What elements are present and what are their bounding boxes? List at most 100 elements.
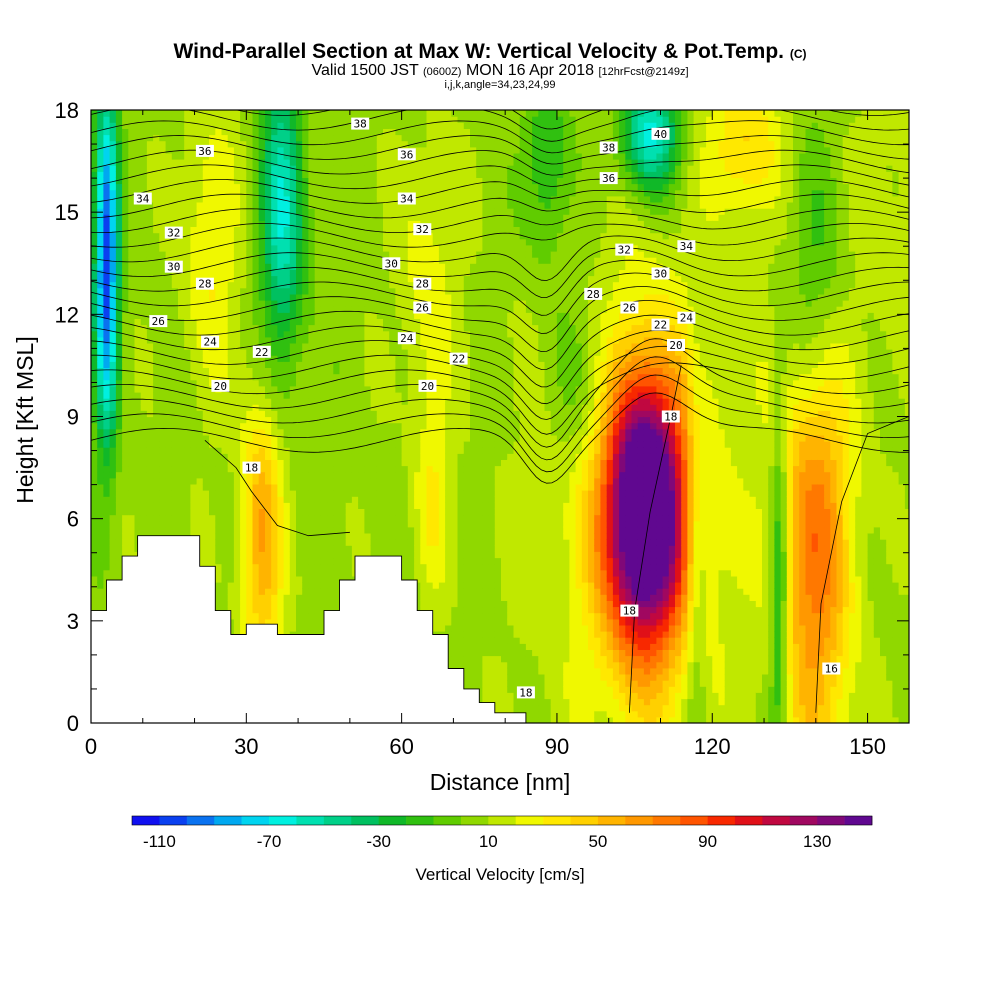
velocity-cell	[165, 342, 173, 350]
velocity-cell	[165, 483, 173, 491]
velocity-cell	[122, 361, 129, 368]
velocity-cell	[184, 367, 191, 375]
velocity-cell	[283, 318, 291, 326]
velocity-cell	[333, 588, 341, 595]
velocity-cell	[171, 251, 179, 258]
velocity-cell	[265, 453, 272, 460]
velocity-cell	[103, 404, 111, 411]
velocity-cell	[184, 208, 191, 215]
velocity-cell	[221, 232, 229, 240]
velocity-cell	[383, 520, 390, 528]
velocity-cell	[271, 477, 278, 485]
velocity-cell	[289, 428, 297, 436]
velocity-cell	[333, 330, 341, 338]
velocity-cell	[289, 618, 297, 626]
velocity-cell	[389, 251, 396, 258]
velocity-cell	[265, 441, 272, 448]
velocity-cell	[277, 447, 285, 454]
velocity-cell	[271, 361, 278, 368]
velocity-cell	[178, 214, 185, 221]
velocity-cell	[283, 594, 291, 601]
velocity-cell	[327, 398, 334, 405]
velocity-cell	[184, 385, 191, 393]
velocity-cell	[296, 152, 303, 160]
velocity-cell	[383, 508, 390, 516]
velocity-cell	[91, 342, 98, 350]
velocity-cell	[115, 434, 123, 442]
velocity-cell	[302, 263, 309, 270]
velocity-cell	[302, 477, 309, 485]
velocity-cell	[308, 496, 316, 503]
velocity-cell	[97, 293, 104, 301]
velocity-cell	[140, 404, 148, 411]
velocity-cell	[364, 281, 372, 289]
velocity-cell	[314, 582, 322, 589]
velocity-cell	[327, 171, 334, 178]
velocity-cell	[159, 189, 167, 197]
velocity-cell	[351, 189, 359, 197]
velocity-cell	[103, 116, 111, 123]
velocity-cell	[122, 220, 129, 227]
velocity-cell	[246, 575, 254, 583]
velocity-cell	[103, 379, 111, 387]
velocity-cell	[215, 189, 223, 197]
velocity-cell	[308, 281, 316, 289]
velocity-cell	[140, 165, 148, 172]
velocity-cell	[140, 336, 148, 344]
velocity-cell	[178, 434, 185, 442]
velocity-cell	[115, 379, 123, 387]
velocity-cell	[370, 483, 378, 491]
velocity-cell	[364, 195, 372, 203]
velocity-cell	[345, 483, 353, 491]
velocity-cell	[277, 508, 285, 516]
velocity-cell	[320, 257, 328, 264]
velocity-cell	[190, 490, 198, 497]
velocity-cell	[227, 159, 235, 166]
velocity-cell	[221, 508, 229, 516]
velocity-cell	[246, 502, 254, 509]
velocity-cell	[302, 165, 309, 172]
velocity-cell	[351, 520, 359, 528]
velocity-cell	[171, 122, 179, 129]
velocity-cell	[209, 459, 216, 467]
velocity-cell	[258, 600, 266, 608]
velocity-cell	[383, 251, 390, 258]
velocity-cell	[215, 269, 223, 277]
velocity-cell	[115, 453, 123, 460]
velocity-cell	[109, 324, 117, 332]
velocity-cell	[159, 422, 167, 430]
velocity-cell	[370, 232, 378, 240]
velocity-cell	[296, 257, 303, 264]
velocity-cell	[159, 342, 167, 350]
velocity-cell	[196, 373, 204, 381]
velocity-cell	[246, 385, 254, 393]
velocity-cell	[339, 300, 347, 307]
velocity-cell	[296, 465, 303, 473]
velocity-cell	[122, 208, 129, 215]
velocity-cell	[227, 520, 235, 528]
velocity-cell	[258, 563, 266, 571]
velocity-cell	[246, 244, 254, 252]
velocity-cell	[215, 140, 223, 148]
velocity-cell	[252, 502, 260, 509]
velocity-cell	[271, 208, 278, 215]
velocity-cell	[289, 220, 297, 227]
velocity-cell	[351, 330, 359, 338]
velocity-cell	[364, 502, 372, 509]
velocity-cell	[227, 526, 235, 534]
velocity-cell	[283, 490, 291, 497]
velocity-cell	[159, 477, 167, 485]
velocity-cell	[221, 214, 229, 221]
velocity-cell	[103, 171, 111, 178]
velocity-cell	[383, 110, 390, 117]
velocity-cell	[339, 177, 347, 185]
velocity-cell	[103, 422, 111, 430]
velocity-cell	[339, 269, 347, 277]
velocity-cell	[277, 134, 285, 142]
velocity-cell	[240, 244, 247, 252]
velocity-cell	[227, 379, 235, 387]
velocity-cell	[258, 569, 266, 577]
velocity-cell	[370, 183, 378, 191]
velocity-cell	[165, 269, 173, 277]
velocity-cell	[376, 152, 384, 160]
